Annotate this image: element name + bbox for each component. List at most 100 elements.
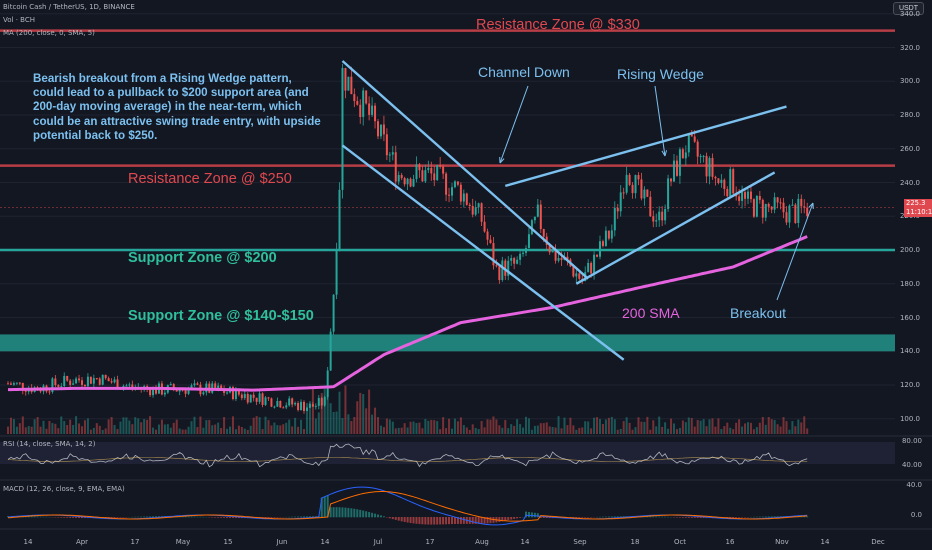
macd-histogram-bar xyxy=(267,517,270,518)
candle-body xyxy=(770,206,773,210)
candle-body xyxy=(187,387,190,394)
macd-histogram-bar xyxy=(347,507,350,518)
volume-bar xyxy=(326,397,329,434)
candle-body xyxy=(749,191,752,200)
candle-body xyxy=(149,388,152,396)
macd-legend[interactable]: MACD (12, 26, close, 9, EMA, EMA) xyxy=(3,485,125,493)
candle-body xyxy=(649,196,652,217)
macd-histogram-bar xyxy=(356,509,359,518)
candle-body xyxy=(661,211,664,221)
macd-histogram-bar xyxy=(155,516,157,518)
candle-body xyxy=(622,192,625,194)
volume-bar xyxy=(220,428,223,434)
volume-bar xyxy=(486,419,489,434)
candle-body xyxy=(279,401,282,408)
candle-body xyxy=(326,370,329,398)
candle-body xyxy=(24,390,27,392)
candle-body xyxy=(152,386,155,396)
volume-bar xyxy=(729,427,732,434)
ma-legend[interactable]: MA (200, close, 0, SMA, 5) xyxy=(3,29,95,37)
candle-body xyxy=(69,380,72,385)
volume-bar xyxy=(705,426,708,434)
candle-body xyxy=(530,220,533,235)
candle-body xyxy=(513,258,516,264)
macd-histogram-bar xyxy=(732,517,735,518)
currency-button[interactable]: USDT xyxy=(892,2,924,15)
macd-tick-40: 40.0 xyxy=(906,481,922,489)
volume-bar xyxy=(371,414,374,434)
candle-body xyxy=(451,187,453,196)
volume-bar xyxy=(744,423,747,434)
candle-body xyxy=(291,398,294,405)
price-tick-label: 260.0 xyxy=(899,144,920,153)
candle-body xyxy=(613,207,616,231)
volume-bar xyxy=(279,425,282,434)
volume-legend[interactable]: Vol · BCH xyxy=(3,16,35,24)
candle-body xyxy=(462,193,465,202)
time-tick-label: Nov xyxy=(775,538,789,546)
volume-bar xyxy=(498,425,501,434)
volume-bar xyxy=(519,424,522,434)
macd-histogram-bar xyxy=(323,496,326,518)
volume-bar xyxy=(341,418,344,434)
candle-body xyxy=(350,76,353,95)
candle-body xyxy=(785,212,788,223)
candle-body xyxy=(365,90,368,104)
candle-body xyxy=(377,121,379,137)
sma-200-line xyxy=(8,235,808,392)
candle-body xyxy=(477,203,480,208)
macd-histogram-bar xyxy=(113,517,116,518)
candle-body xyxy=(533,216,536,221)
macd-histogram-bar xyxy=(699,517,702,519)
macd-histogram-bar xyxy=(397,517,400,521)
volume-bar xyxy=(637,417,640,434)
symbol-legend[interactable]: Bitcoin Cash / TetherUS, 1D, BINANCE xyxy=(3,3,135,11)
rsi-legend[interactable]: RSI (14, close, SMA, 14, 2) xyxy=(3,440,96,448)
candle-body xyxy=(72,383,75,385)
volume-bar xyxy=(690,418,693,434)
candle-body xyxy=(675,160,678,176)
macd-histogram-bar xyxy=(776,516,779,518)
macd-histogram-bar xyxy=(81,517,83,519)
candle-body xyxy=(169,384,172,386)
candle-body xyxy=(317,397,320,406)
candle-body xyxy=(403,178,406,185)
candle-body xyxy=(98,378,101,385)
candle-body xyxy=(246,394,249,403)
volume-bar xyxy=(747,422,749,434)
candle-body xyxy=(664,209,667,221)
volume-bar xyxy=(735,422,738,434)
candle-body xyxy=(255,397,258,402)
volume-bar xyxy=(504,420,507,434)
macd-histogram-bar xyxy=(226,517,229,518)
volume-bar xyxy=(104,428,107,434)
volume-bar xyxy=(581,427,584,434)
macd-histogram-bar xyxy=(237,517,240,519)
volume-bar xyxy=(738,419,741,434)
volume-bar xyxy=(436,421,439,434)
volume-bar xyxy=(610,416,613,434)
macd-histogram-bar xyxy=(773,516,776,518)
macd-histogram-bar xyxy=(193,516,196,518)
macd-histogram-bar xyxy=(196,516,199,518)
volume-bar xyxy=(403,423,406,434)
macd-histogram-bar xyxy=(619,516,622,518)
volume-bar xyxy=(465,427,468,434)
volume-bar xyxy=(658,416,661,434)
volume-bar xyxy=(752,429,755,434)
volume-bar xyxy=(78,423,81,434)
time-tick-label: 15 xyxy=(223,538,233,546)
volume-bar xyxy=(237,425,240,434)
macd-histogram-bar xyxy=(445,517,448,525)
macd-histogram-bar xyxy=(33,516,36,518)
candle-body xyxy=(190,385,193,388)
candle-body xyxy=(110,381,113,383)
volume-bar xyxy=(646,416,649,434)
candle-body xyxy=(385,134,388,156)
macd-histogram-bar xyxy=(658,516,661,518)
volume-bar xyxy=(69,419,72,434)
volume-bar xyxy=(36,417,39,434)
volume-bar xyxy=(184,429,187,434)
macd-histogram-bar xyxy=(616,516,619,518)
